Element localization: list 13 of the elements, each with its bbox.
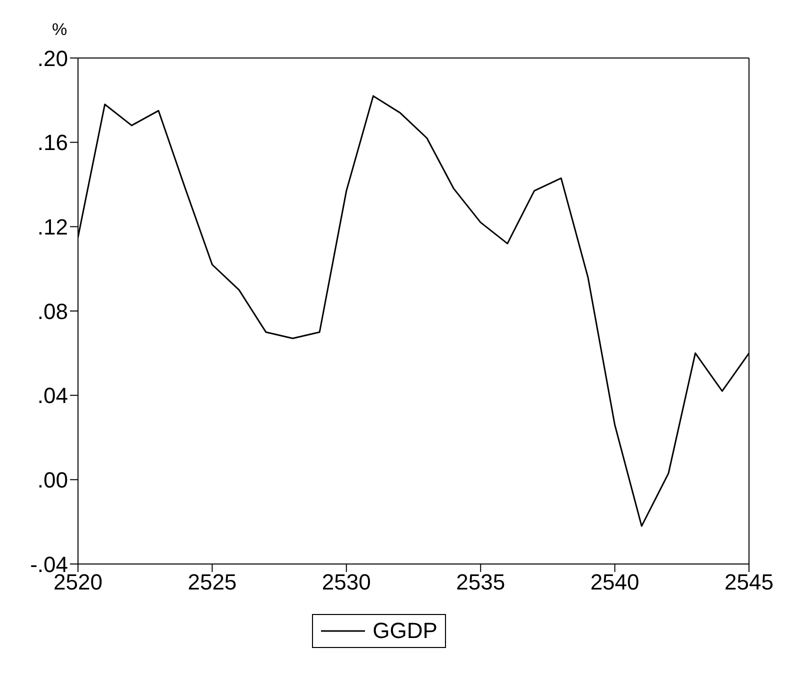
x-tick-label: 2540 xyxy=(590,570,640,595)
x-tick-label: 2530 xyxy=(322,570,371,595)
y-tick-label: .00 xyxy=(37,467,68,492)
x-tick-label: 2535 xyxy=(456,570,506,595)
x-tick-label: 2545 xyxy=(724,570,774,595)
x-tick-label: 2525 xyxy=(188,570,237,595)
y-tick-label: .08 xyxy=(37,298,68,324)
y-tick-label: .04 xyxy=(37,383,68,408)
y-axis-title: % xyxy=(52,20,68,40)
legend-label: GGDP xyxy=(372,618,438,644)
y-tick-label: .16 xyxy=(37,130,68,156)
y-tick-label: .20 xyxy=(37,46,68,71)
y-tick-label: .12 xyxy=(37,214,68,240)
